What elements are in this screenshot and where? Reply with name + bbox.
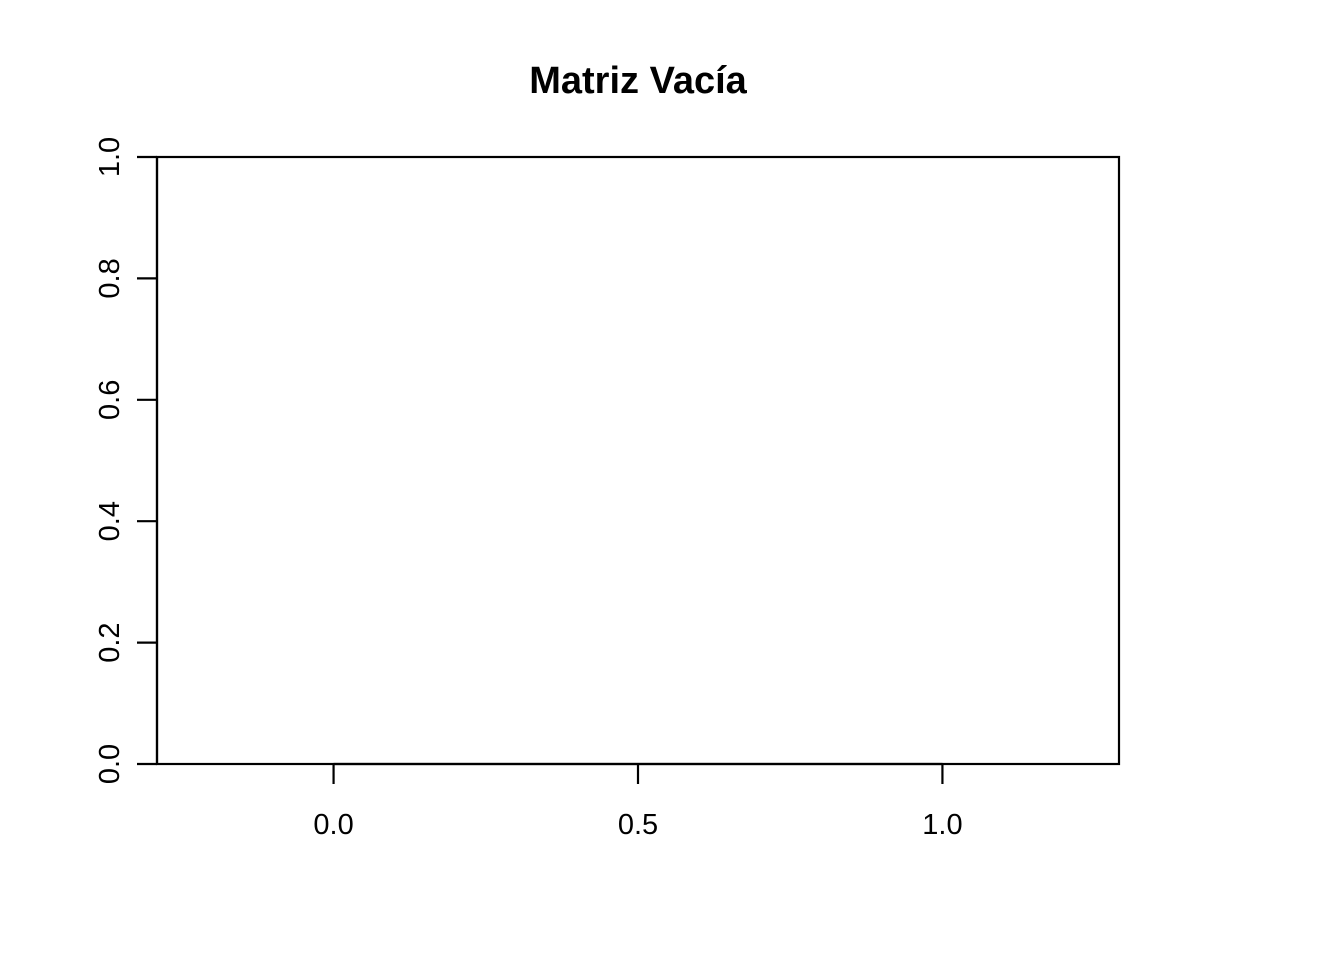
- x-tick-label: 1.0: [922, 809, 962, 841]
- x-tick-label: 0.0: [313, 809, 353, 841]
- y-tick-label: 0.8: [94, 258, 126, 298]
- y-axis: 0.0 0.2 0.4 0.6 0.8 1.0: [94, 137, 159, 784]
- y-tick-label: 1.0: [94, 137, 126, 177]
- y-tick-label: 0.6: [94, 380, 126, 420]
- x-axis: 0.0 0.5 1.0: [313, 762, 963, 841]
- plot-area-frame: [155, 155, 1121, 766]
- y-tick-label: 0.4: [94, 501, 126, 541]
- chart-title: Matriz Vacía: [529, 60, 747, 102]
- y-tick-label: 0.2: [94, 622, 126, 662]
- x-tick-label: 0.5: [618, 809, 658, 841]
- y-tick-label: 0.0: [94, 744, 126, 784]
